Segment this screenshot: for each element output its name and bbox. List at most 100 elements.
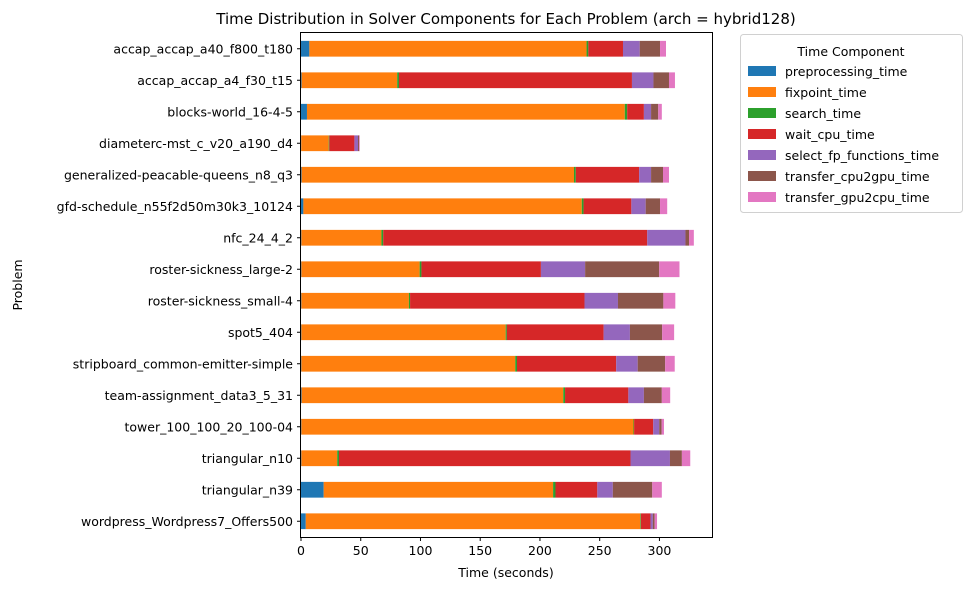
legend-swatch <box>748 108 776 118</box>
bar-segment <box>506 324 604 341</box>
bar-segment <box>661 387 671 404</box>
bar-segment <box>301 72 398 89</box>
bar-segment <box>647 229 686 246</box>
y-tick-label: nfc_24_4_2 <box>223 230 293 245</box>
bar-segment <box>505 324 507 341</box>
bar-segment <box>306 103 625 120</box>
bar-segment <box>581 198 584 215</box>
bar-segment <box>565 387 629 404</box>
bar-segment <box>301 324 506 341</box>
legend: Time Component preprocessing_timefixpoin… <box>740 34 963 213</box>
bar-segment <box>421 261 541 278</box>
bar-segment <box>669 450 682 467</box>
plot-area: accap_accap_a40_f800_t180 accap_accap_a4_… <box>57 40 694 558</box>
bar-segment <box>659 418 662 435</box>
bar-segment <box>603 324 630 341</box>
bar-segment <box>663 166 669 183</box>
bar-segment <box>553 481 556 498</box>
bar-segment <box>651 166 664 183</box>
bar-segment <box>634 418 654 435</box>
bar-segment <box>681 450 691 467</box>
bar-segment <box>639 40 661 57</box>
x-tick-label: 200 <box>528 543 552 558</box>
bar-segment <box>629 324 663 341</box>
bar-segment <box>328 135 330 152</box>
bar-segment <box>633 418 635 435</box>
legend-items: preprocessing_time fixpoint_time search_ti… <box>748 64 939 205</box>
bar-segment <box>612 481 653 498</box>
bar-segment <box>660 198 668 215</box>
y-tick-label: blocks-world_16-4-5 <box>167 104 293 119</box>
y-tick-label: accap_accap_a40_f800_t180 <box>113 41 293 56</box>
bar-segment <box>338 450 631 467</box>
bar-segment <box>628 387 644 404</box>
bar-segment <box>685 229 690 246</box>
bar-segment <box>515 355 518 372</box>
bar-segment <box>658 103 662 120</box>
y-tick-label: wordpress_Wordpress7_Offers500 <box>81 514 293 529</box>
bar-segment <box>301 418 634 435</box>
y-tick-label: stripboard_common-emitter-simple <box>73 356 294 371</box>
legend-label: transfer_cpu2gpu_time <box>785 169 930 184</box>
y-tick-label: roster-sickness_small-4 <box>148 293 293 308</box>
bar-segment <box>631 198 646 215</box>
bar-segment <box>397 72 399 89</box>
bar-segment <box>640 513 641 530</box>
bar-segment <box>662 324 675 341</box>
bar-segment <box>305 513 641 530</box>
legend-swatch <box>748 171 776 181</box>
bar-segment <box>301 387 302 404</box>
bar-segment <box>359 135 360 152</box>
bar-segment <box>627 103 644 120</box>
bar-segment <box>663 292 676 309</box>
bar-segment <box>653 72 669 89</box>
bar-segment <box>624 103 628 120</box>
bar-segment <box>540 261 586 278</box>
bar-segment <box>654 513 658 530</box>
legend-swatch <box>748 150 776 160</box>
x-tick-label: 250 <box>588 543 612 558</box>
bar-segment <box>329 135 355 152</box>
x-tick-label: 150 <box>468 543 492 558</box>
bar-segment <box>665 355 675 372</box>
legend-swatch <box>748 66 776 76</box>
x-tick-label: 300 <box>648 543 672 558</box>
bar-segment <box>653 418 660 435</box>
bar-segment <box>639 166 652 183</box>
bar-segment <box>323 481 554 498</box>
bar-segment <box>301 481 324 498</box>
y-tick-label: tower_100_100_20_100-04 <box>125 419 294 434</box>
bar-segment <box>398 72 632 89</box>
bar-segment <box>301 261 420 278</box>
bar-segment <box>597 481 613 498</box>
bar-segment <box>583 198 632 215</box>
bar-segment <box>637 355 666 372</box>
y-tick-label: gfd-schedule_n55f2d50m30k3_10124 <box>57 199 293 214</box>
bar-segment <box>631 72 654 89</box>
y-tick-label: spot5_404 <box>228 325 293 340</box>
bar-segment <box>575 166 640 183</box>
legend-title: Time Component <box>796 44 904 59</box>
bar-segment <box>301 450 338 467</box>
bar-segment <box>588 40 623 57</box>
chart-title: Time Distribution in Solver Components f… <box>215 10 795 28</box>
y-tick-label: roster-sickness_large-2 <box>149 262 293 277</box>
y-tick-label: team-assignment_data3_5_31 <box>105 388 293 403</box>
bar-segment <box>301 135 329 152</box>
bar-segment <box>689 229 694 246</box>
legend-label: fixpoint_time <box>785 85 867 100</box>
bar-segment <box>563 387 566 404</box>
bar-segment <box>659 261 680 278</box>
plot-frame <box>300 32 713 538</box>
bar-segment <box>301 229 382 246</box>
legend-box <box>740 34 963 213</box>
legend-swatch <box>748 87 776 97</box>
bar-segment <box>303 198 582 215</box>
x-tick-label: 0 <box>297 543 305 558</box>
bar-segment <box>301 103 307 120</box>
bar-segment <box>652 481 662 498</box>
legend-label: preprocessing_time <box>785 64 908 79</box>
bar-segment <box>517 355 617 372</box>
bar-segment <box>555 481 598 498</box>
bar-segment <box>419 261 422 278</box>
